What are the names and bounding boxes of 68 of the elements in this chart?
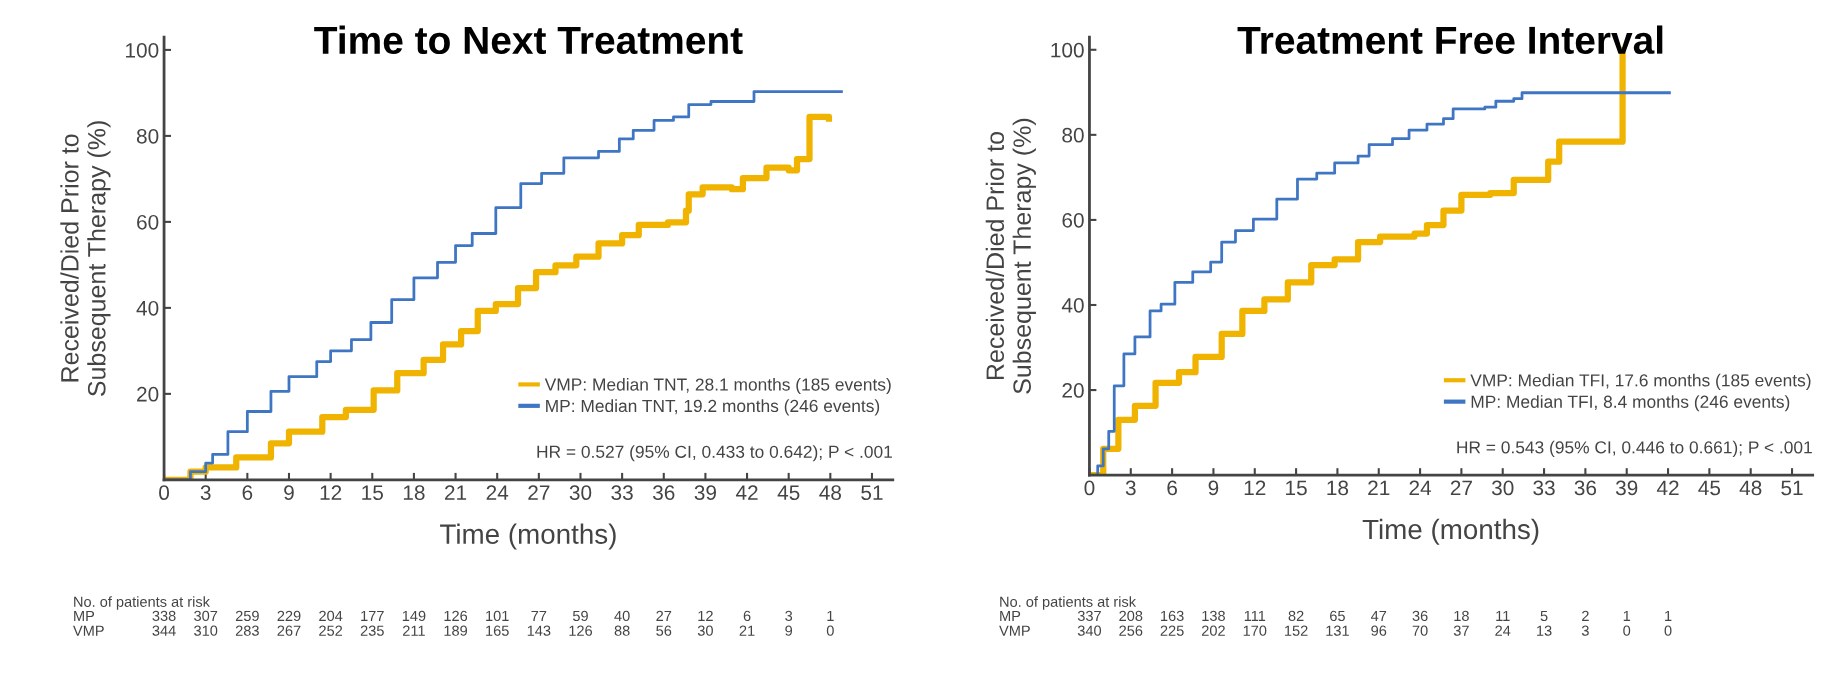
chart-title: Time to Next Treatment — [314, 25, 743, 55]
x-tick-label: 48 — [819, 485, 842, 501]
x-tick-label: 45 — [777, 485, 800, 501]
x-tick-label: 36 — [652, 485, 675, 501]
legend-label: MP: Median TFI, 8.4 months (246 events) — [1471, 395, 1790, 412]
y-tick-label: 60 — [1062, 212, 1084, 228]
x-tick-label: 42 — [1656, 480, 1679, 496]
text: VMP — [73, 625, 104, 636]
x-tick-label: 6 — [1167, 480, 1177, 496]
x-tick-label: 6 — [242, 485, 253, 501]
legend-label: VMP: Median TFI, 17.6 months (185 events) — [1470, 373, 1811, 390]
x-axis-title: Time (months) — [1362, 518, 1539, 545]
x-tick-label: 0 — [1084, 480, 1095, 496]
text: MP — [74, 610, 95, 621]
x-tick-label: 15 — [1286, 480, 1307, 496]
x-tick-label: 12 — [1244, 480, 1266, 496]
annotation: HR = 0.527 (95% CI, 0.433 to 0.642); P < .001 — [537, 445, 892, 462]
x-tick-label: 21 — [445, 485, 467, 500]
legend-label: MP: Median TNT, 19.2 months (246 events) — [546, 399, 880, 416]
x-axis-title: Time (months) — [440, 523, 616, 550]
x-tick-label: 51 — [861, 485, 883, 501]
x-tick-label: 27 — [528, 485, 550, 500]
x-tick-label: 24 — [486, 485, 509, 500]
x-tick-label: 12 — [320, 485, 342, 500]
x-tick-label: 30 — [569, 485, 592, 501]
text: 338 307 259 229 204 177 149 126 101 77 59 40 27 12 6 3 1 — [152, 610, 834, 622]
chart-title: Treatment Free Interval — [1237, 25, 1663, 55]
text: MP — [1000, 610, 1021, 621]
x-tick-label: 33 — [1533, 480, 1555, 496]
x-tick-label: 3 — [1125, 480, 1136, 496]
x-tick-label: 9 — [284, 485, 294, 501]
x-tick-label: 30 — [1491, 480, 1514, 496]
annotation: HR = 0.543 (95% CI, 0.446 to 0.661); P < .001 — [1457, 440, 1812, 457]
legend-label: VMP: Median TNT, 28.1 months (185 events) — [544, 377, 891, 395]
y-tick-label: 40 — [136, 300, 159, 316]
y-tick-label: 20 — [1062, 383, 1084, 398]
text: VMP — [999, 625, 1030, 636]
text: 337 208 163 138 111 82 65 47 36 18 11 5 2 1 1 — [1077, 610, 1672, 622]
y-axis-title: Received/Died Prior to Subsequent Therapy (%) — [60, 121, 111, 397]
x-tick-label: 24 — [1409, 480, 1432, 496]
x-tick-label: 18 — [1327, 480, 1349, 496]
y-tick-label: 100 — [1051, 42, 1084, 58]
x-tick-label: 0 — [159, 485, 170, 501]
y-tick-label: 80 — [136, 128, 159, 144]
y-tick-label: 80 — [1062, 127, 1084, 143]
x-tick-label: 9 — [1208, 480, 1219, 496]
y-tick-label: 60 — [137, 214, 159, 230]
text: 344 310 283 267 252 235 211 189 165 143 126 88 56 30 21 9 0 — [152, 625, 834, 636]
x-tick-label: 3 — [200, 485, 211, 501]
text: No. of patients at risk — [74, 596, 210, 610]
x-tick-label: 21 — [1368, 480, 1390, 496]
y-tick-label: 20 — [137, 386, 159, 402]
text: No. of patients at risk — [1000, 596, 1137, 610]
x-tick-label: 42 — [735, 485, 758, 500]
x-tick-label: 18 — [403, 485, 425, 501]
x-tick-label: 48 — [1739, 480, 1762, 496]
x-tick-label: 39 — [1615, 480, 1638, 496]
x-tick-label: 51 — [1781, 480, 1803, 496]
y-axis-title: Received/Died Prior to Subsequent Therapy (%) — [985, 118, 1036, 394]
x-tick-label: 15 — [362, 485, 383, 501]
x-tick-label: 39 — [694, 485, 717, 501]
x-tick-label: 33 — [611, 485, 633, 501]
x-tick-label: 36 — [1574, 480, 1597, 496]
x-tick-label: 45 — [1698, 480, 1721, 496]
y-tick-label: 100 — [126, 42, 159, 58]
text: 340 256 225 202 170 152 131 96 70 37 24 13 3 0 0 — [1077, 625, 1672, 636]
y-tick-label: 40 — [1061, 297, 1084, 313]
x-tick-label: 27 — [1450, 480, 1472, 496]
